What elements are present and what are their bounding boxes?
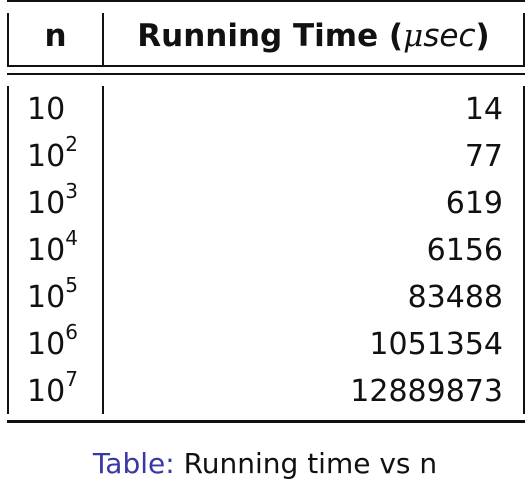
table-row: 107 12889873	[7, 368, 525, 415]
table-left-border-body	[7, 86, 9, 414]
table-row: 10 14	[7, 86, 525, 133]
cell-n: 104	[27, 227, 78, 274]
column-header-n: n	[44, 18, 67, 54]
table-row: 106 1051354	[7, 321, 525, 368]
table-header-rule-2	[7, 73, 525, 75]
cell-n: 10	[27, 86, 65, 133]
column-header-running-time: Running Time (μsec)	[104, 16, 523, 56]
cell-running-time: 77	[464, 139, 503, 174]
cell-running-time: 6156	[426, 233, 503, 268]
header-time-mu: μ	[403, 18, 424, 54]
table-right-border-body	[523, 86, 525, 414]
cell-running-time: 619	[445, 186, 503, 221]
running-time-table: n Running Time (μsec) 10 14 102 77 103 619 104…	[7, 0, 525, 424]
table-column-divider-header	[102, 13, 104, 65]
table-row: 103 619	[7, 180, 525, 227]
cell-n-base: 10	[27, 233, 66, 268]
cell-running-time: 14	[464, 92, 503, 127]
table-left-border-header	[7, 13, 9, 65]
cell-n-exponent: 3	[65, 179, 78, 203]
cell-n-base: 10	[27, 92, 66, 127]
table-row: 105 83488	[7, 274, 525, 321]
table-caption: Table: Running time vs n	[0, 446, 530, 482]
cell-n: 107	[27, 368, 78, 415]
cell-running-time: 12889873	[350, 374, 503, 409]
cell-n-base: 10	[27, 186, 66, 221]
header-time-prefix: Running Time (	[137, 18, 404, 54]
cell-n: 103	[27, 180, 78, 227]
cell-n: 106	[27, 321, 78, 368]
cell-n-base: 10	[27, 139, 66, 174]
cell-n-exponent: 7	[65, 367, 78, 391]
table-column-divider-body	[102, 86, 104, 414]
cell-n-exponent: 2	[65, 132, 78, 156]
header-time-suffix: )	[475, 18, 490, 54]
table-row: 104 6156	[7, 227, 525, 274]
cell-n-base: 10	[27, 374, 66, 409]
header-time-unit: sec	[423, 18, 476, 54]
table-right-border-header	[523, 13, 525, 65]
cell-running-time: 1051354	[369, 327, 503, 362]
cell-n-base: 10	[27, 280, 66, 315]
caption-text: Running time vs n	[183, 447, 438, 480]
cell-n-exponent: 6	[65, 320, 78, 344]
caption-label: Table:	[92, 447, 175, 480]
cell-n-exponent: 4	[65, 226, 78, 250]
cell-running-time: 83488	[407, 280, 503, 315]
cell-n: 105	[27, 274, 78, 321]
table-row: 102 77	[7, 133, 525, 180]
cell-n-base: 10	[27, 327, 66, 362]
table-header-rule-1	[7, 65, 525, 67]
table-bottom-rule	[7, 420, 525, 423]
table-top-rule	[7, 0, 525, 2]
cell-n-exponent: 5	[65, 273, 78, 297]
cell-n: 102	[27, 133, 78, 180]
